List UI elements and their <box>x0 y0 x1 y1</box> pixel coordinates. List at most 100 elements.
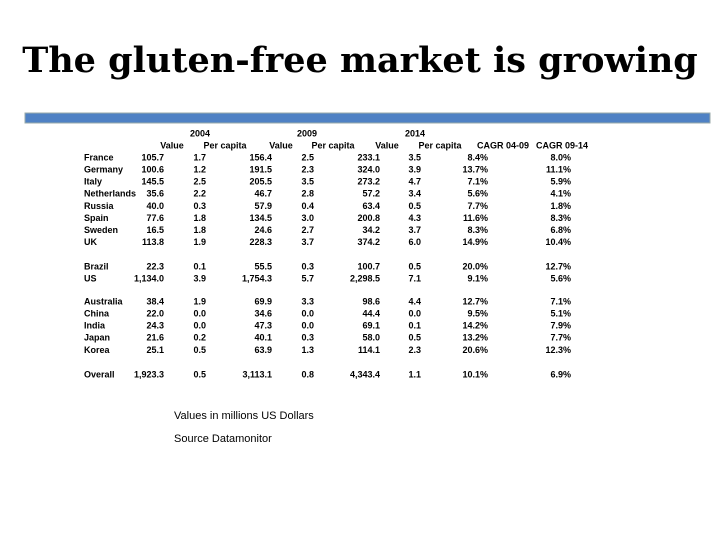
cell: 25.1 <box>146 345 164 355</box>
cell: 3.0 <box>301 213 314 223</box>
cell: 1,134.0 <box>134 273 164 283</box>
column-header: Per capita <box>418 140 462 150</box>
cell: 0.1 <box>193 261 206 271</box>
cell: 100.7 <box>357 261 380 271</box>
cell: 57.2 <box>362 189 380 199</box>
cell: 22.0 <box>146 308 164 318</box>
cell: 0.0 <box>408 308 421 318</box>
row-label: UK <box>84 237 97 247</box>
cell: 0.5 <box>408 201 421 211</box>
cell: 14.9% <box>462 237 488 247</box>
row-label: Netherlands <box>84 189 136 199</box>
cell: 324.0 <box>357 164 380 174</box>
cell: 3.5 <box>408 152 421 162</box>
cell: 1,754.3 <box>242 273 272 283</box>
cell: 5.6% <box>550 273 571 283</box>
cell: 228.3 <box>249 237 272 247</box>
row-label: China <box>84 308 110 318</box>
accent-bar <box>24 112 711 124</box>
column-header: CAGR 04-09 <box>477 140 529 150</box>
cell: 1.8% <box>550 201 571 211</box>
cell: 7.1% <box>467 177 488 187</box>
cell: 16.5 <box>146 225 164 235</box>
cell: 63.4 <box>362 201 380 211</box>
cell: 233.1 <box>357 152 380 162</box>
cell: 46.7 <box>254 189 272 199</box>
cell: 12.7% <box>462 296 488 306</box>
row-label: Sweden <box>84 225 118 235</box>
cell: 57.9 <box>254 201 272 211</box>
year-header: 2009 <box>297 128 317 138</box>
cell: 10.4% <box>545 237 571 247</box>
cell: 5.7 <box>301 273 314 283</box>
note: Source Datamonitor <box>174 433 272 445</box>
cell: 11.1% <box>546 164 571 174</box>
cell: 34.6 <box>254 308 272 318</box>
cell: 3.9 <box>408 164 421 174</box>
cell: 1.3 <box>301 345 314 355</box>
cell: 9.5% <box>467 308 488 318</box>
cell: 11.6% <box>463 213 488 223</box>
cell: 13.7% <box>462 164 488 174</box>
cell: 22.3 <box>146 261 164 271</box>
cell: 3.3 <box>301 296 314 306</box>
cell: 2.8 <box>301 189 314 199</box>
cell: 55.5 <box>254 261 272 271</box>
cell: 100.6 <box>141 164 164 174</box>
cell: 6.0 <box>408 237 421 247</box>
table-area <box>40 126 600 388</box>
cell: 1.8 <box>193 213 206 223</box>
cell: 114.1 <box>358 345 380 355</box>
cell: 6.9% <box>550 369 571 379</box>
cell: 40.0 <box>146 201 164 211</box>
cell: 8.3% <box>467 225 488 235</box>
cell: 0.3 <box>301 333 314 343</box>
cell: 24.3 <box>146 321 164 331</box>
cell: 0.5 <box>408 261 421 271</box>
cell: 200.8 <box>357 213 380 223</box>
cell: 0.0 <box>301 321 314 331</box>
column-header: Per capita <box>311 140 355 150</box>
cell: 5.1% <box>550 308 571 318</box>
cell: 2.5 <box>301 152 314 162</box>
cell: 8.4% <box>467 152 488 162</box>
cell: 3.5 <box>301 177 314 187</box>
row-label: France <box>84 152 114 162</box>
cell: 3.7 <box>301 237 314 247</box>
cell: 374.2 <box>357 237 380 247</box>
column-header: Per capita <box>203 140 247 150</box>
cell: 0.3 <box>301 261 314 271</box>
cell: 0.5 <box>193 369 206 379</box>
row-label: Overall <box>84 369 115 379</box>
cell: 7.1% <box>550 296 571 306</box>
column-header: Value <box>269 140 293 150</box>
cell: 7.7% <box>467 201 488 211</box>
row-label: Australia <box>84 296 124 306</box>
cell: 156.4 <box>249 152 272 162</box>
cell: 1.8 <box>193 225 206 235</box>
cell: 69.9 <box>254 296 272 306</box>
column-header: Value <box>375 140 399 150</box>
cell: 0.8 <box>301 369 314 379</box>
cell: 134.5 <box>249 213 272 223</box>
cell: 3.7 <box>408 225 421 235</box>
cell: 0.5 <box>408 333 421 343</box>
cell: 35.6 <box>146 189 164 199</box>
cell: 205.5 <box>249 177 272 187</box>
cell: 3.4 <box>408 189 421 199</box>
cell: 2.7 <box>301 225 314 235</box>
cell: 0.3 <box>193 201 206 211</box>
cell: 47.3 <box>254 321 272 331</box>
cell: 4.3 <box>408 213 421 223</box>
cell: 12.3% <box>545 345 571 355</box>
cell: 191.5 <box>249 164 272 174</box>
cell: 6.8% <box>550 225 571 235</box>
cell: 8.3% <box>550 213 571 223</box>
row-label: US <box>84 273 97 283</box>
cell: 1.9 <box>193 296 206 306</box>
cell: 145.5 <box>141 177 164 187</box>
cell: 4.1% <box>550 189 571 199</box>
cell: 1.1 <box>408 369 421 379</box>
cell: 69.1 <box>362 321 380 331</box>
cell: 13.2% <box>462 333 488 343</box>
